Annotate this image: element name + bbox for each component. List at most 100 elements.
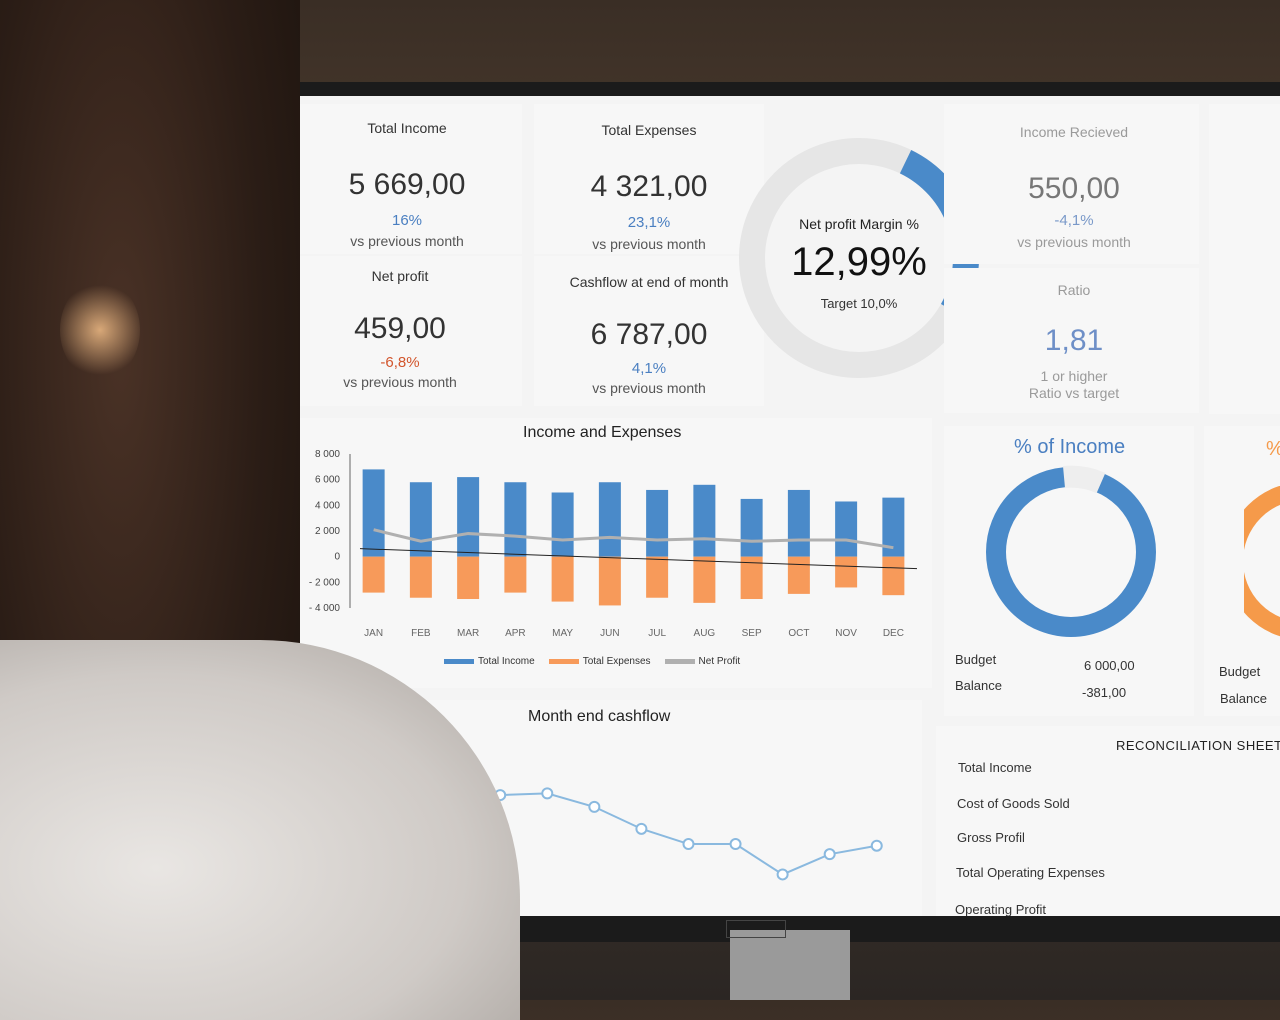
margin-target: Target 10,0% <box>820 296 898 311</box>
kpi-sub: vs previous month <box>592 380 706 396</box>
kpi-value: 459,00 <box>354 312 446 345</box>
pct-expenses-arc <box>1244 486 1280 637</box>
kpi-panel-cashflow: Cashflow at end of month 6 787,00 4,1% v… <box>534 256 764 406</box>
reconciliation-title: RECONCILIATION SHEET <box>1116 738 1280 753</box>
budget-label-2: Budget <box>1219 664 1261 679</box>
bar-expenses <box>409 556 432 598</box>
zero-line <box>359 548 918 570</box>
kpi-pct: -6,8% <box>380 354 420 371</box>
bar-expenses <box>835 556 858 588</box>
bar-expenses <box>693 556 716 603</box>
kpi-panel-net-profit: Net profit 459,00 -6,8% vs previous mont… <box>292 256 522 406</box>
kpi-panel-income-received: Income Recieved 550,00 -4,1% vs previous… <box>944 104 1199 264</box>
pct-income-donut <box>986 465 1156 637</box>
bar-income <box>882 497 905 557</box>
kpi-value: 6 787,00 <box>590 318 708 351</box>
cashflow-point <box>588 800 601 813</box>
income-expenses-chart: 8 000 6 000 4 000 2 000 0 - 2 000 - 4 000 JAN FE… <box>309 449 918 639</box>
pct-expenses-donut <box>1244 486 1280 637</box>
earring <box>60 280 140 380</box>
income-chart-legend: Total Income Total Expenses Net Profit <box>444 656 740 667</box>
x-tick-label: AUG <box>694 628 716 639</box>
budget-value: 6 000,00 <box>1084 658 1135 673</box>
bar-income <box>598 482 621 557</box>
kpi-value: 550,00 <box>1028 172 1120 205</box>
kpi-panel-total-income: Total Income 5 669,00 16% vs previous mo… <box>292 104 522 254</box>
cashflow-point <box>635 822 648 835</box>
pct-expenses-panel <box>1204 426 1280 716</box>
bar-income <box>787 489 810 557</box>
cashflow-point <box>729 838 742 851</box>
kpi-pct: -4,1% <box>1054 212 1094 229</box>
cashflow-point <box>776 868 789 881</box>
legend-label: Total Income <box>478 656 535 667</box>
bar-income <box>504 482 527 557</box>
x-tick-label: APR <box>505 628 526 639</box>
legend-swatch <box>444 658 474 664</box>
bar-income <box>362 469 385 557</box>
kpi-value: 5 669,00 <box>348 168 466 201</box>
bar-expenses <box>504 556 527 593</box>
bar-expenses <box>457 556 480 600</box>
pct-income-title: % of Income <box>1014 436 1126 458</box>
reconciliation-row: Gross Profil <box>957 830 1025 845</box>
margin-label: Net profit Margin % <box>799 216 919 232</box>
x-tick-label: OCT <box>788 628 809 639</box>
net-profit-line <box>373 528 894 550</box>
legend-item-profit: Net Profit <box>664 656 741 667</box>
kpi-sub: vs previous month <box>592 236 706 252</box>
kpi-panel-edge <box>1209 104 1280 414</box>
cashflow-chart-title: Month end cashflow <box>528 708 671 725</box>
monitor-logo <box>726 920 786 938</box>
cashflow-point <box>823 848 836 861</box>
reconciliation-panel <box>936 726 1280 916</box>
y-tick-label: 4 000 <box>315 500 340 511</box>
kpi-value: 4 321,00 <box>590 170 708 203</box>
bar-expenses <box>740 556 763 600</box>
legend-swatch <box>664 658 695 664</box>
x-tick-label: NOV <box>835 628 857 639</box>
kpi-label: Total Expenses <box>601 122 697 138</box>
bar-expenses <box>362 556 385 593</box>
legend-label: Total Expenses <box>582 656 651 667</box>
x-tick-label: SEP <box>742 628 762 639</box>
legend-item-expenses: Total Expenses <box>548 656 651 667</box>
margin-value: 12,99% <box>791 240 927 284</box>
bar-expenses <box>787 556 810 594</box>
kpi-label: Cashflow at end of month <box>569 274 729 290</box>
kpi-sub: Ratio vs target <box>1028 385 1120 401</box>
kpi-value: 1,81 <box>1044 324 1104 357</box>
bar-expenses <box>598 556 621 606</box>
balance-label-2: Balance <box>1220 691 1267 706</box>
bar-income <box>551 492 574 557</box>
kpi-pct: 16% <box>391 212 423 229</box>
reconciliation-row: Total Operating Expenses <box>956 865 1105 880</box>
reconciliation-row: Total Income <box>958 760 1032 775</box>
monitor-stand <box>730 930 850 1000</box>
y-tick-label: 0 <box>334 552 340 563</box>
kpi-label: Net profit <box>371 268 429 284</box>
bar-expenses <box>882 556 905 596</box>
budget-label: Budget <box>955 652 997 667</box>
bar-income <box>646 489 669 557</box>
kpi-sub: vs previous month <box>350 233 464 249</box>
pct-expenses-title: % <box>1266 438 1280 461</box>
bar-income <box>693 484 716 557</box>
income-chart-title: Income and Expenses <box>523 424 682 441</box>
reconciliation-row: Cost of Goods Sold <box>957 796 1070 811</box>
kpi-label: Income Recieved <box>1019 124 1129 140</box>
legend-label: Net Profit <box>698 656 741 667</box>
y-tick-label: 6 000 <box>315 475 340 486</box>
bar-income <box>740 498 763 557</box>
bar-expenses <box>646 556 669 598</box>
x-tick-label: MAY <box>552 628 573 639</box>
pct-income-ring <box>986 467 1156 637</box>
kpi-sub: vs previous month <box>1017 234 1131 250</box>
kpi-panel-ratio: Ratio 1,81 1 or higher Ratio vs target <box>944 268 1199 413</box>
cashflow-point <box>682 838 695 851</box>
x-tick-label: DEC <box>883 628 904 639</box>
kpi-sub: vs previous month <box>343 374 457 390</box>
x-tick-label: JUL <box>648 628 666 639</box>
y-tick-label: - 4 000 <box>309 603 341 614</box>
cashflow-point <box>541 787 554 800</box>
